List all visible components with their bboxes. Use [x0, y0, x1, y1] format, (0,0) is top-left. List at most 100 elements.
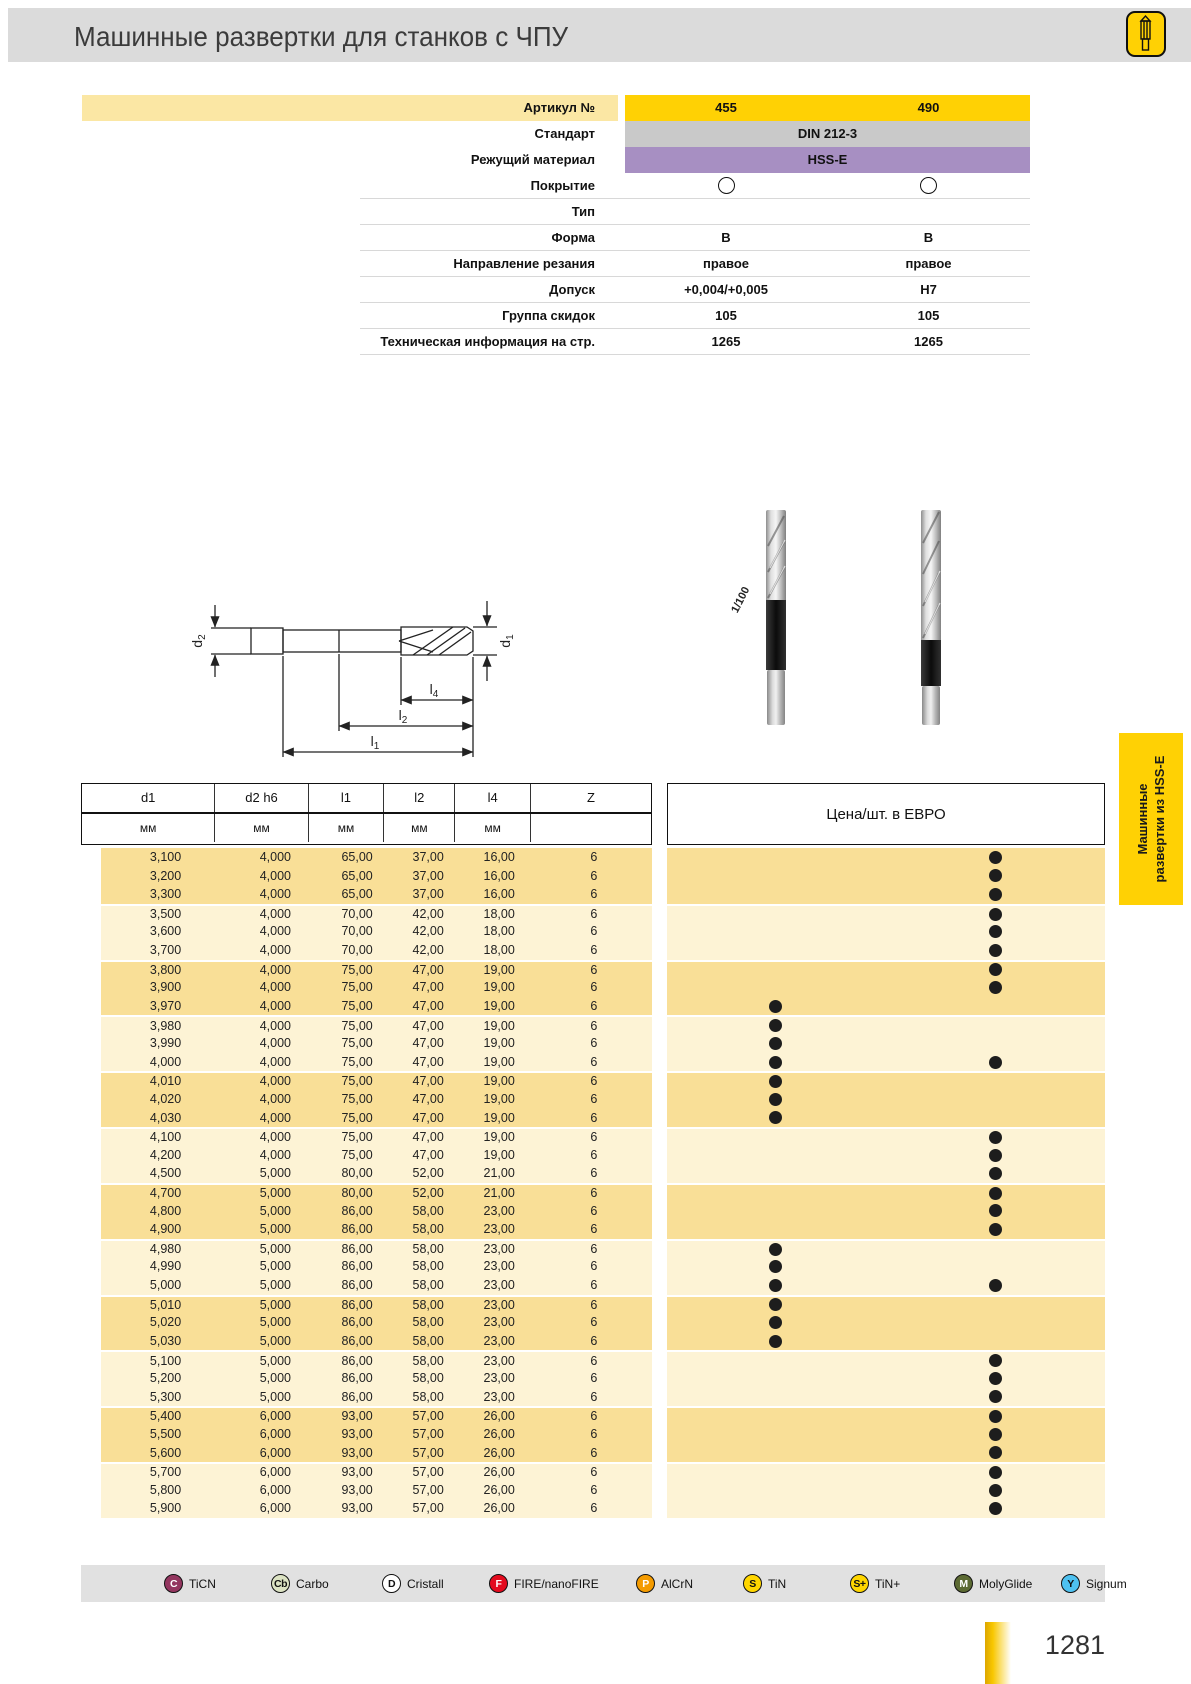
table-row: 4,900 5,000 86,00 58,00 23,00 6	[0, 1220, 1105, 1239]
legend-label: TiN	[768, 1576, 787, 1591]
legend-item: D Cristall	[382, 1565, 444, 1602]
price-cell	[667, 1201, 1105, 1221]
dim-cells: 5,300 5,000 86,00 58,00 23,00 6	[101, 1387, 652, 1407]
dim-cell: 58,00	[412, 1222, 444, 1237]
dim-cell: 23,00	[483, 1259, 515, 1274]
dim-cell: 6	[590, 1371, 598, 1386]
availability-dot	[989, 981, 1002, 995]
dim-cell: 6	[590, 1353, 598, 1368]
dim-cell: 4,000	[259, 887, 291, 902]
dim-cell: 26,00	[483, 1501, 515, 1516]
dim-cells: 3,600 4,000 70,00 42,00 18,00 6	[101, 922, 652, 942]
dim-cell: 47,00	[412, 980, 444, 995]
dim-cell: 23,00	[483, 1315, 515, 1330]
spec-label: Стандарт	[534, 126, 595, 141]
spec-value: 455	[625, 95, 827, 121]
dim-label-l4: l4	[430, 681, 439, 700]
page-title: Машинные развертки для станков с ЧПУ	[74, 21, 569, 52]
dim-cell: 75,00	[341, 1091, 373, 1106]
dim-cells: 4,020 4,000 75,00 47,00 19,00 6	[101, 1089, 652, 1109]
dim-col-header: l1	[309, 784, 385, 812]
spec-value: B	[721, 230, 731, 245]
dim-cell: 75,00	[341, 998, 373, 1013]
spec-value: 1265	[914, 334, 943, 349]
legend-item: S TiN	[743, 1565, 786, 1602]
availability-dot	[769, 1036, 782, 1050]
dim-cell: 4,000	[259, 868, 291, 883]
coating-circle	[920, 177, 937, 194]
dim-cell: 6,000	[259, 1465, 291, 1480]
dim-cells: 3,700 4,000 70,00 42,00 18,00 6	[101, 941, 652, 960]
dim-cell: 37,00	[412, 868, 444, 883]
dim-cell: 19,00	[483, 962, 515, 977]
dim-cells: 5,010 5,000 86,00 58,00 23,00 6	[101, 1294, 652, 1314]
dim-cell: 3,800	[149, 962, 182, 977]
table-row: 4,500 5,000 80,00 52,00 21,00 6	[0, 1164, 1105, 1183]
dim-cells: 3,300 4,000 65,00 37,00 16,00 6	[101, 885, 652, 904]
spec-separator	[360, 328, 1030, 329]
product-photo-reamer-455	[766, 510, 786, 725]
dim-cell: 4,000	[259, 1110, 291, 1125]
table-row: 5,020 5,000 86,00 58,00 23,00 6	[0, 1313, 1105, 1332]
dim-cell: 5,600	[149, 1445, 182, 1460]
price-cell	[667, 1052, 1105, 1072]
dim-col-header: l2	[384, 784, 456, 812]
price-cell	[667, 1145, 1105, 1165]
dim-cell: 37,00	[412, 887, 444, 902]
dim-cell: 86,00	[341, 1371, 373, 1386]
dim-cell: 6	[590, 1278, 598, 1293]
table-row: 4,700 5,000 80,00 52,00 21,00 6	[0, 1182, 1105, 1202]
dim-cell: 47,00	[412, 1147, 444, 1162]
dim-cell: 23,00	[483, 1203, 515, 1218]
coating-circle	[717, 177, 735, 194]
dim-unit-cell: мм	[384, 814, 456, 842]
spec-value	[625, 173, 827, 199]
dim-cell: 4,000	[259, 924, 291, 939]
dim-cell: 93,00	[341, 1482, 373, 1497]
table-row: 5,400 6,000 93,00 57,00 26,00 6	[0, 1406, 1105, 1425]
dim-cells: 4,990 5,000 86,00 58,00 23,00 6	[101, 1257, 652, 1277]
dim-cell: 18,00	[483, 906, 515, 921]
dim-cell: 86,00	[341, 1203, 373, 1218]
availability-dot	[769, 1055, 782, 1069]
table-row: 4,010 4,000 75,00 47,00 19,00 6	[0, 1071, 1105, 1090]
price-cell	[667, 1257, 1105, 1277]
spec-label: Режущий материал	[470, 152, 595, 167]
spec-row: Техническая информация на стр. 1265 1265	[0, 329, 1105, 355]
dim-cell: 86,00	[341, 1333, 373, 1348]
dim-cell: 47,00	[412, 962, 444, 977]
spec-label: Форма	[551, 230, 595, 245]
table-row: 5,300 5,000 86,00 58,00 23,00 6	[0, 1387, 1105, 1407]
dim-cell: 4,000	[259, 962, 291, 977]
dim-cell: 57,00	[412, 1482, 444, 1497]
legend-item: F FIRE/nanoFIRE	[489, 1565, 599, 1602]
spec-value: 105	[917, 308, 940, 323]
availability-dot	[989, 1130, 1002, 1144]
dim-cell: 86,00	[341, 1241, 373, 1256]
dim-cell: 4,000	[259, 850, 291, 865]
spec-value: правое	[905, 256, 952, 271]
dim-cell: 6	[590, 1091, 598, 1106]
availability-dot	[769, 1278, 782, 1292]
availability-dot	[989, 943, 1002, 957]
dim-cell: 16,00	[483, 868, 515, 883]
legend-item: Cb Carbo	[271, 1565, 329, 1602]
technical-drawing: d2 d1 l4 l2 l1	[189, 601, 515, 757]
dim-cell: 6	[590, 906, 598, 921]
dim-cells: 3,200 4,000 65,00 37,00 16,00 6	[101, 866, 652, 886]
table-row: 4,990 5,000 86,00 58,00 23,00 6	[0, 1257, 1105, 1277]
dim-col-header: Z	[587, 790, 595, 805]
dim-cells: 3,800 4,000 75,00 47,00 19,00 6	[101, 959, 652, 979]
legend-item: P AlCrN	[636, 1565, 693, 1602]
spec-row: Допуск +0,004/+0,005 H7	[0, 277, 1105, 303]
spec-separator	[360, 276, 1030, 277]
dim-cell: 58,00	[412, 1353, 444, 1368]
spec-separator	[360, 354, 1030, 355]
dim-cell: 4,900	[149, 1222, 182, 1237]
price-cell	[667, 1499, 1105, 1518]
dim-cell: 47,00	[412, 1110, 444, 1125]
availability-dot	[989, 1410, 1002, 1424]
dim-unit-row: мм мм мм мм мм	[82, 814, 651, 842]
spec-separator	[360, 224, 1030, 225]
availability-dot	[989, 888, 1002, 902]
